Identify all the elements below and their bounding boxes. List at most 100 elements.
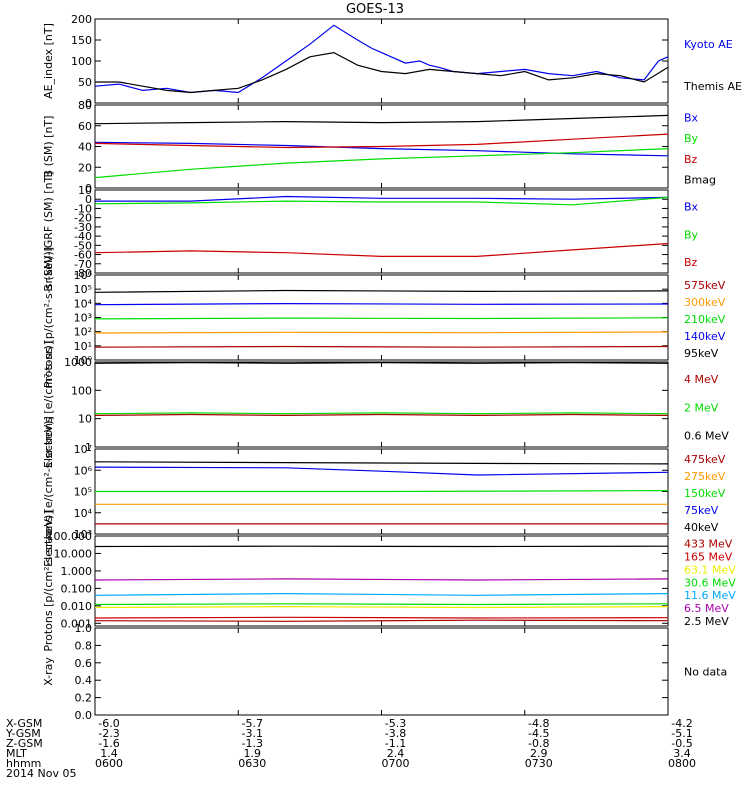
y-tick-label: 0 bbox=[85, 182, 92, 195]
y-tick-label: 10.000 bbox=[54, 547, 93, 560]
plot-date: 2014 Nov 05 bbox=[6, 767, 76, 780]
legend-entry: Themis AE bbox=[683, 80, 742, 93]
orbit-row-value: 0700 bbox=[382, 757, 410, 770]
y-axis-label: Electrons [e/(cm²-s-sr-keV)] bbox=[42, 416, 55, 567]
orbit-row-value: -6.0 bbox=[98, 717, 119, 730]
legend-entry: 63.1 MeV bbox=[684, 563, 736, 576]
y-tick-label: 10⁴ bbox=[74, 507, 93, 520]
orbit-row-value: -2.3 bbox=[98, 727, 119, 740]
series-line-bsm-3 bbox=[94, 114, 669, 125]
legend-entry: 575keV bbox=[684, 279, 726, 292]
y-tick-label: 0.2 bbox=[75, 692, 93, 705]
series-line-protons_mev-3 bbox=[94, 603, 669, 606]
orbit-row-value: 2.9 bbox=[530, 747, 548, 760]
panel-bsm: 0 20 40 60 80 B (SM) [nT] Bx By Bz Bmag bbox=[42, 99, 716, 195]
panel-xray: 0.0 0.2 0.4 0.6 0.8 1.0 X-ray No data bbox=[42, 622, 727, 722]
y-tick-label: -10 bbox=[74, 202, 92, 215]
series-line-electrons_kev-2 bbox=[95, 490, 669, 493]
y-tick-label: 50 bbox=[78, 76, 92, 89]
orbit-row-value: -4.8 bbox=[528, 717, 549, 730]
y-tick-label: 0.6 bbox=[75, 657, 93, 670]
panel-electrons_mev: 1 10 100 1000 Electrons [e/(cm²-s-sr)] 4 MeV 2… bbox=[42, 341, 729, 468]
series-line-electrons_mev-2 bbox=[94, 361, 669, 364]
series-line-ae-1 bbox=[95, 51, 669, 94]
series-line-electrons_kev-4 bbox=[94, 461, 669, 465]
legend-entry: 433 MeV bbox=[684, 538, 733, 551]
series-line-bigrf-1 bbox=[94, 196, 669, 206]
legend-entry: 30.6 MeV bbox=[684, 576, 736, 589]
series-line-electrons_kev-3 bbox=[94, 466, 669, 476]
panel-frame bbox=[94, 627, 669, 716]
y-tick-label: 10⁴ bbox=[74, 297, 93, 310]
orbit-row-label: X-GSM bbox=[6, 717, 42, 730]
legend-entry: 6.5 MeV bbox=[684, 602, 729, 615]
y-tick-label: 0.010 bbox=[61, 600, 93, 613]
y-tick-label: -60 bbox=[74, 249, 92, 262]
panel-frame bbox=[94, 535, 669, 627]
legend-entry: By bbox=[684, 228, 699, 241]
y-tick-label: 0.001 bbox=[61, 617, 93, 630]
series-line-bsm-0 bbox=[94, 141, 669, 157]
series-line-bigrf-2 bbox=[94, 242, 669, 257]
legend-entry: 95keV bbox=[684, 347, 719, 360]
y-tick-label: 100.000 bbox=[47, 530, 93, 543]
orbit-row-value: -1.3 bbox=[242, 737, 263, 750]
orbit-row-label: hhmm bbox=[6, 757, 41, 770]
y-tick-label: 10⁶ bbox=[74, 269, 93, 282]
legend-entry: 2.5 MeV bbox=[684, 615, 729, 628]
y-tick-label: -70 bbox=[74, 258, 92, 271]
series-line-bsm-2 bbox=[94, 133, 669, 149]
orbit-row-value: -0.8 bbox=[528, 737, 549, 750]
y-tick-label: 40 bbox=[78, 141, 92, 154]
orbit-row-value: -4.2 bbox=[671, 717, 692, 730]
orbit-row-value: -5.7 bbox=[242, 717, 263, 730]
y-tick-label: 100 bbox=[71, 384, 92, 397]
y-axis-label: Protons [p/(cm²-s-sr-keV)] bbox=[42, 247, 55, 388]
y-tick-label: -40 bbox=[74, 230, 92, 243]
y-tick-label: 1000 bbox=[64, 356, 92, 369]
legend-entry: Bx bbox=[684, 111, 699, 124]
legend-entry: 140keV bbox=[684, 330, 726, 343]
y-tick-label: 10 bbox=[78, 413, 92, 426]
y-tick-label: -20 bbox=[74, 212, 92, 225]
legend-entry: Bx bbox=[684, 201, 699, 214]
y-tick-label: 0 bbox=[85, 193, 92, 206]
legend-entry: Bmag bbox=[684, 174, 716, 187]
y-tick-label: 0.8 bbox=[75, 639, 93, 652]
legend-entry: 0.6 MeV bbox=[684, 430, 729, 443]
legend-entry: Bz bbox=[684, 256, 698, 269]
y-axis-label: AE_index [nT] bbox=[42, 23, 55, 99]
panel-electrons_kev: 10³ 10⁴ 10⁵ 10⁶ 10⁷ Electrons [e/(cm²-s-sr-ke… bbox=[42, 416, 726, 567]
orbit-row-value: -1.1 bbox=[385, 737, 406, 750]
orbit-row-value: -4.5 bbox=[528, 727, 549, 740]
y-tick-label: 10⁵ bbox=[74, 486, 92, 499]
y-axis-label: X-ray bbox=[42, 657, 55, 686]
series-line-protons_mev-4 bbox=[94, 592, 669, 596]
y-tick-label: 200 bbox=[71, 13, 92, 26]
orbit-row-value: -3.1 bbox=[242, 727, 263, 740]
orbit-row-value: -0.5 bbox=[671, 737, 692, 750]
legend-entry: 11.6 MeV bbox=[684, 589, 736, 602]
y-tick-label: 100 bbox=[71, 55, 92, 68]
series-line-protons_mev-1 bbox=[94, 616, 669, 619]
orbit-row-value: -1.6 bbox=[98, 737, 119, 750]
y-tick-label: 1 bbox=[85, 441, 92, 454]
y-tick-label: 20 bbox=[78, 161, 92, 174]
orbit-row-value: 0600 bbox=[95, 757, 123, 770]
y-tick-label: 0 bbox=[85, 97, 92, 110]
legend-entry: 475keV bbox=[684, 453, 726, 466]
series-line-bsm-1 bbox=[94, 148, 669, 179]
series-line-protons_mev-0 bbox=[94, 619, 669, 622]
legend-entry: 275keV bbox=[684, 470, 726, 483]
y-tick-label: -30 bbox=[74, 221, 92, 234]
no-data-note: No data bbox=[684, 666, 727, 679]
y-tick-label: 10¹ bbox=[74, 340, 92, 353]
y-tick-label: 80 bbox=[78, 99, 92, 112]
series-line-protons_mev-5 bbox=[94, 578, 669, 581]
legend-entry: 210keV bbox=[684, 313, 726, 326]
orbit-row-label: MLT bbox=[6, 747, 27, 760]
legend-entry: 4 MeV bbox=[684, 373, 719, 386]
series-line-protons_kev-3 bbox=[94, 302, 669, 306]
series-line-electrons_mev-1 bbox=[94, 412, 669, 415]
